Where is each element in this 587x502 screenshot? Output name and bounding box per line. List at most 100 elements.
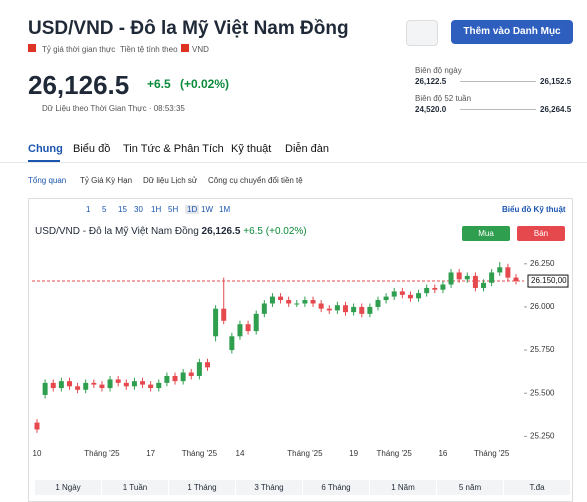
candle-body bbox=[172, 375, 178, 382]
subtab[interactable]: Dữ liệu Lịch sử bbox=[143, 176, 198, 185]
candle-body bbox=[42, 382, 48, 395]
candle-body bbox=[432, 287, 438, 290]
candle-body bbox=[326, 308, 332, 311]
interval[interactable]: 5 bbox=[102, 205, 107, 214]
candle-body bbox=[188, 372, 194, 376]
period[interactable]: 3 Tháng bbox=[236, 480, 302, 495]
candle-body bbox=[383, 296, 389, 301]
interval[interactable]: 1M bbox=[219, 205, 231, 214]
change: +6.5 bbox=[147, 77, 171, 91]
candle-body bbox=[196, 362, 202, 376]
candle-body bbox=[424, 287, 430, 294]
candle-body bbox=[148, 384, 154, 389]
interval[interactable]: 30 bbox=[134, 205, 143, 214]
candle-body bbox=[180, 372, 186, 382]
price: 26,126.5 bbox=[28, 70, 130, 100]
interval[interactable]: 1W bbox=[201, 205, 213, 214]
alert-button[interactable] bbox=[406, 20, 438, 46]
x-tick-label: 10 bbox=[33, 449, 42, 458]
y-tick-label: 25.500 bbox=[530, 388, 555, 397]
last: 26,126.5 bbox=[201, 226, 241, 237]
candle-body bbox=[66, 381, 72, 387]
x-tick-label: Tháng '25 bbox=[182, 449, 218, 458]
candle-body bbox=[310, 300, 316, 304]
period[interactable]: 1 Ngày bbox=[35, 480, 101, 495]
tech-link[interactable]: Biểu đồ Kỹ thuật bbox=[502, 205, 566, 214]
candle-body bbox=[359, 306, 365, 314]
candle-body bbox=[448, 272, 454, 285]
period[interactable]: 6 Tháng bbox=[303, 480, 369, 495]
tab[interactable]: Kỹ thuật bbox=[231, 143, 272, 155]
range-bar bbox=[460, 81, 536, 82]
x-tick-label: 17 bbox=[146, 449, 155, 458]
flag bbox=[28, 44, 36, 52]
candle-body bbox=[115, 379, 121, 383]
candle-body bbox=[204, 362, 210, 368]
flag bbox=[181, 44, 189, 52]
subtab[interactable]: Tỷ Giá Kỳ Hạn bbox=[80, 176, 133, 185]
subtab[interactable]: Tổng quan bbox=[28, 176, 67, 185]
candle-body bbox=[343, 305, 349, 313]
candle-body bbox=[164, 375, 170, 383]
realtime: Tỷ giá thời gian thực bbox=[42, 45, 116, 54]
x-tick-label: 19 bbox=[349, 449, 358, 458]
add-button[interactable]: Thêm vào Danh Mục bbox=[451, 20, 573, 44]
candle-body bbox=[399, 291, 405, 295]
tab[interactable]: Chung bbox=[28, 143, 63, 155]
candle-body bbox=[351, 306, 357, 313]
range-label: Biên độ ngày bbox=[415, 66, 462, 75]
candle-body bbox=[156, 382, 162, 389]
y-tick-label: 26.000 bbox=[530, 302, 555, 311]
sell-button[interactable]: Bán bbox=[517, 226, 565, 241]
candle-body bbox=[213, 308, 219, 337]
tab[interactable]: Biểu đồ bbox=[73, 143, 111, 155]
candle-body bbox=[416, 293, 422, 299]
candle-body bbox=[229, 336, 235, 351]
candle-body bbox=[464, 275, 470, 280]
candle-body bbox=[237, 324, 243, 337]
y-tick-label: 25.750 bbox=[530, 345, 555, 354]
range-high: 26,264.5 bbox=[540, 105, 572, 114]
candle-body bbox=[34, 422, 40, 430]
period[interactable]: T.đa bbox=[504, 480, 570, 495]
interval[interactable]: 1 bbox=[86, 205, 91, 214]
candle-body bbox=[375, 300, 381, 307]
candle-body bbox=[99, 384, 105, 389]
candle-body bbox=[107, 379, 113, 389]
interval[interactable]: 15 bbox=[118, 205, 127, 214]
range-label: Biên độ 52 tuần bbox=[415, 94, 472, 103]
x-tick-label: 14 bbox=[236, 449, 245, 458]
candle-body bbox=[83, 382, 89, 390]
candle-body bbox=[286, 300, 292, 304]
candle-body bbox=[456, 272, 462, 280]
current-box bbox=[527, 274, 569, 288]
candle-body bbox=[140, 381, 146, 385]
period[interactable]: 1 Năm bbox=[370, 480, 436, 495]
period[interactable]: 1 Tháng bbox=[169, 480, 235, 495]
tab-underline bbox=[28, 160, 60, 162]
candle-body bbox=[75, 386, 81, 390]
note: Dữ Liệu theo Thời Gian Thực · 08:53:35 bbox=[42, 104, 185, 113]
x-tick-label: Tháng '25 bbox=[287, 449, 323, 458]
candle-body bbox=[367, 306, 373, 314]
tab[interactable]: Tin Tức & Phân Tích bbox=[123, 143, 224, 155]
currency[interactable]: VND bbox=[192, 45, 209, 54]
interval[interactable]: 5H bbox=[168, 205, 179, 214]
range-bar bbox=[460, 109, 536, 110]
period[interactable]: 1 Tuần bbox=[102, 480, 168, 495]
tab[interactable]: Diễn đàn bbox=[285, 143, 330, 155]
candle-body bbox=[481, 282, 487, 288]
chart-title: USD/VND - Đô la Mỹ Việt Nam Đồng 26,126.… bbox=[35, 226, 307, 237]
candle-body bbox=[302, 300, 308, 304]
y-tick-label: 26.250 bbox=[530, 259, 555, 268]
interval[interactable]: 1H bbox=[151, 205, 162, 214]
title: USD/VND - Đô la Mỹ Việt Nam Đồng bbox=[28, 18, 349, 39]
subtab[interactable]: Công cụ chuyển đổi tiền tệ bbox=[208, 176, 303, 185]
buy-button[interactable]: Mua bbox=[462, 226, 510, 241]
period[interactable]: 5 năm bbox=[437, 480, 503, 495]
x-tick-label: Tháng '25 bbox=[84, 449, 120, 458]
interval[interactable]: 1D bbox=[185, 205, 200, 214]
candle-body bbox=[294, 303, 300, 305]
candle-body bbox=[505, 267, 511, 278]
